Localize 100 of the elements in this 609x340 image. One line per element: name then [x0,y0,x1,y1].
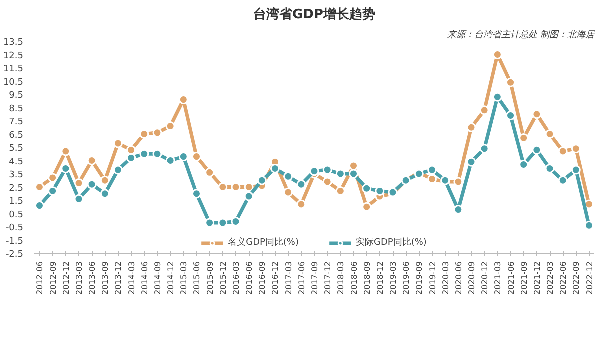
y-tick-label: -0.5 [6,224,24,234]
x-tick-label: 2015-03 [180,261,189,295]
x-tick-label: 2020-06 [454,261,464,295]
x-tick-label: 2013-06 [88,261,98,295]
point [519,160,529,170]
point [532,145,542,155]
x-tick-label: 2017-03 [284,261,294,295]
chart-title: 台湾省GDP增长趋势 [254,6,376,22]
x-tick-label: 2019-03 [389,261,398,295]
point [284,188,294,198]
point [466,122,476,132]
x-tick-label: 2020-09 [468,261,477,295]
point [349,161,358,171]
point [532,110,542,120]
legend-label: 实际GDP同比(%) [356,236,427,249]
point [296,180,306,190]
x-tick-label: 2013-09 [101,261,110,295]
point [166,156,176,166]
point [571,144,581,154]
x-tick-label: 2018-06 [350,261,359,295]
x-tick-label: 2014-09 [153,261,162,295]
y-tick-label: 6.5 [9,130,24,141]
point [257,176,267,186]
x-tick-label: 2021-09 [520,261,529,295]
point [87,156,97,166]
point [322,165,332,175]
y-tick-label: 8.5 [9,104,24,114]
legend-label: 名义GDP同比(%) [228,236,299,249]
point [310,166,320,176]
x-tick-label: 2012-12 [62,261,71,295]
point [48,173,58,183]
x-tick-label: 2018-03 [336,261,346,295]
point [362,202,372,212]
x-tick-label: 2021-03 [494,261,503,295]
source-note: 来源：台湾省主计总处 制图：北海居 [448,30,596,40]
x-tick-label: 2022-06 [559,261,568,295]
point [428,165,438,175]
point [244,192,254,202]
point [571,165,581,175]
x-tick-label: 2013-12 [114,261,124,295]
y-tick-label: 5.5 [9,144,24,154]
y-tick-label: 12.5 [3,51,24,62]
y-tick-label: 10.5 [3,78,24,88]
point [492,92,502,102]
y-tick-label: 4.5 [9,157,24,168]
point [178,95,188,105]
x-tick-label: 2016-03 [232,261,241,295]
point [284,172,294,182]
x-tick-label: 2016-06 [245,261,254,295]
x-tick-label: 2020-12 [480,261,490,295]
point [466,157,476,167]
y-tick-label: 9.5 [9,91,24,101]
x-tick-label: 2020-03 [441,261,450,295]
point [100,189,110,199]
point [166,122,176,132]
point [454,177,464,187]
point [140,130,150,139]
point [113,165,123,175]
point [48,186,58,196]
point [205,168,215,178]
y-tick-label: 1.5 [9,197,24,207]
x-tick-label: 2021-06 [506,261,516,295]
point [296,200,306,210]
point [480,144,490,154]
x-tick-label: 2014-12 [166,261,176,295]
point [126,153,136,163]
point [205,218,215,228]
x-tick-label: 2017-12 [324,261,333,295]
x-tick-label: 2019-09 [415,261,424,295]
point [218,182,228,192]
x-tick-label: 2018-12 [376,261,385,295]
point [558,176,568,186]
point [231,216,241,226]
y-tick-label: -1.5 [6,236,24,247]
point [126,145,136,155]
point [349,169,358,179]
x-tick-label: 2021-12 [532,261,542,295]
point [558,146,568,156]
point [244,182,254,192]
x-tick-label: 2013-03 [74,261,84,295]
point [152,128,162,138]
point [336,186,346,196]
point [492,50,502,60]
y-tick-label: -2.5 [6,250,24,260]
x-tick-label: 2015-12 [218,261,228,295]
point [87,180,97,190]
point [362,184,372,194]
y-tick-label: 11.5 [3,64,24,74]
x-tick-label: 2017-09 [310,261,320,295]
x-tick-label: 2012-09 [48,261,58,295]
point [322,177,332,187]
y-tick-label: 0.5 [9,210,24,220]
y-tick-label: 2.5 [9,184,24,194]
x-tick-label: 2016-09 [258,261,268,295]
x-tick-label: 2019-12 [428,261,438,295]
x-tick-label: 2015-09 [206,261,215,295]
x-tick-label: 2022-03 [546,261,556,295]
point [231,182,241,192]
point [74,194,84,204]
point [519,133,529,143]
